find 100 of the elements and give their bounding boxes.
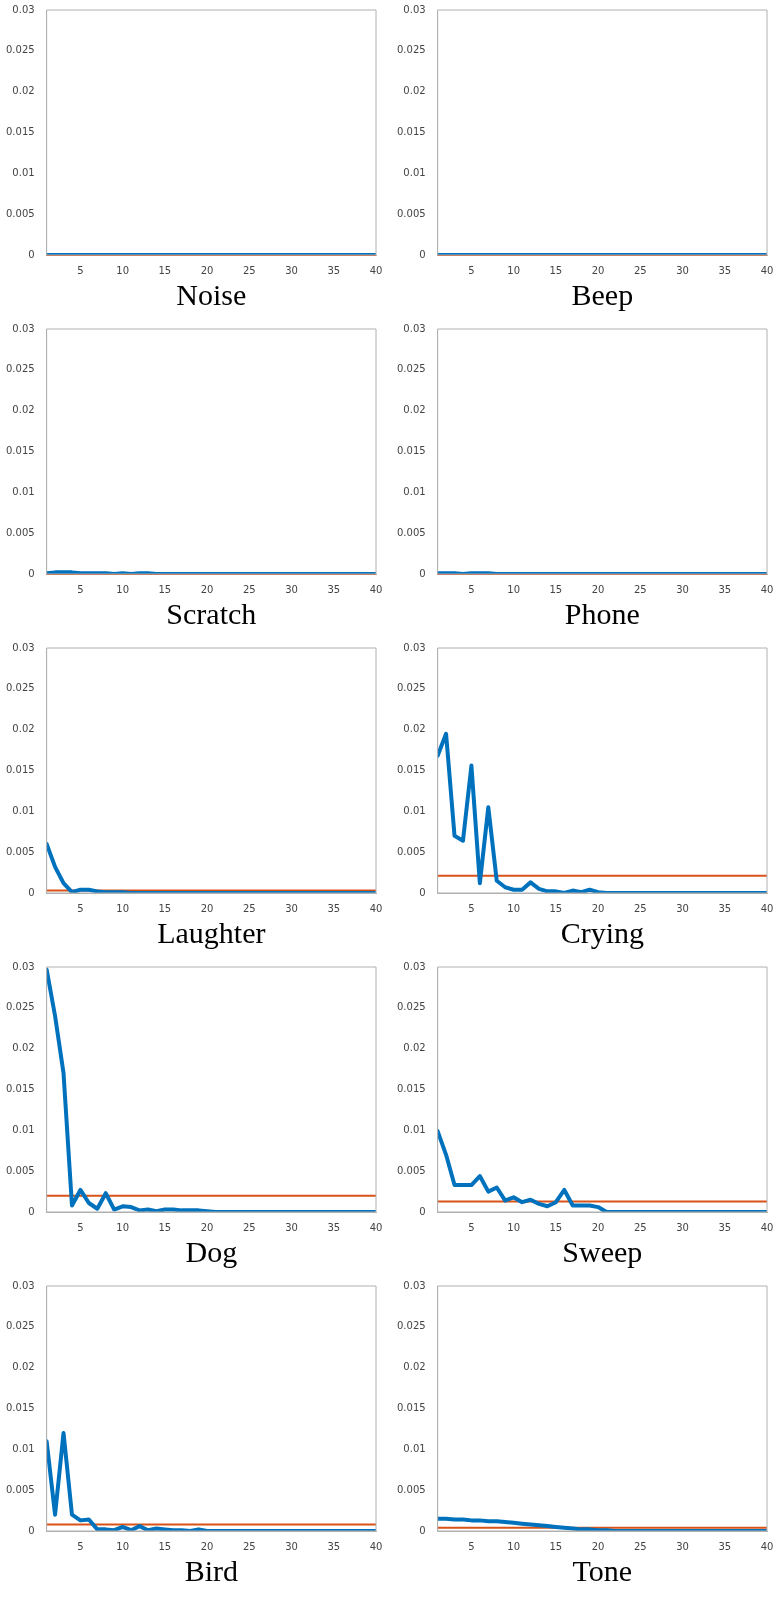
x-tick-label: 10 xyxy=(507,1540,520,1552)
y-tick-label: 0.015 xyxy=(396,126,426,138)
y-tick-label: 0.025 xyxy=(396,44,426,56)
y-tick-label: 0.025 xyxy=(396,1001,426,1013)
y-tick-label: 0.005 xyxy=(396,845,426,857)
y-tick-label: 0 xyxy=(28,1205,35,1217)
x-tick-label: 25 xyxy=(633,583,647,595)
y-tick-label: 0.025 xyxy=(5,1001,35,1013)
x-tick-label: 10 xyxy=(116,583,129,595)
y-tick-label: 0.025 xyxy=(5,1320,35,1332)
x-tick-label: 20 xyxy=(200,1221,214,1233)
x-tick-label: 5 xyxy=(468,264,475,276)
x-axis-title: Beep xyxy=(571,277,634,311)
x-tick-label: 25 xyxy=(242,1221,256,1233)
y-tick-label: 0.005 xyxy=(5,207,35,219)
y-tick-label: 0.03 xyxy=(12,960,35,972)
y-tick-label: 0.025 xyxy=(5,682,35,694)
x-tick-label: 20 xyxy=(200,1540,214,1552)
y-tick-label: 0.01 xyxy=(12,1123,35,1135)
y-tick-label: 0 xyxy=(419,567,426,579)
y-tick-label: 0.02 xyxy=(403,85,426,97)
x-tick-label: 15 xyxy=(158,583,172,595)
y-tick-label: 0.005 xyxy=(5,526,35,538)
x-tick-label: 15 xyxy=(158,264,172,276)
x-tick-label: 20 xyxy=(200,902,214,914)
y-tick-label: 0.02 xyxy=(12,723,35,735)
x-tick-label: 35 xyxy=(718,1540,732,1552)
y-tick-label: 0.005 xyxy=(5,1164,35,1176)
y-tick-label: 0.02 xyxy=(12,1361,35,1373)
y-tick-label: 0.005 xyxy=(5,845,35,857)
x-tick-label: 25 xyxy=(633,902,647,914)
y-tick-label: 0.015 xyxy=(5,445,35,457)
y-tick-label: 0.005 xyxy=(396,207,426,219)
x-axis-title: Noise xyxy=(176,277,247,311)
y-tick-label: 0.005 xyxy=(396,1483,426,1495)
x-tick-label: 30 xyxy=(285,902,298,914)
x-tick-label: 30 xyxy=(676,264,689,276)
y-tick-label: 0.03 xyxy=(403,3,426,15)
x-axis-title: Bird xyxy=(184,1553,238,1587)
y-tick-label: 0.01 xyxy=(12,1442,35,1454)
x-tick-label: 15 xyxy=(549,583,563,595)
y-tick-label: 0.03 xyxy=(403,1279,426,1291)
x-axis-title: Phone xyxy=(564,596,640,630)
x-tick-label: 10 xyxy=(116,902,129,914)
y-tick-label: 0.03 xyxy=(12,1279,35,1291)
x-axis-title: Tone xyxy=(572,1553,633,1587)
y-tick-label: 0.015 xyxy=(5,1083,35,1095)
x-tick-label: 10 xyxy=(507,264,520,276)
x-tick-label: 30 xyxy=(676,583,689,595)
x-tick-label: 15 xyxy=(158,1540,172,1552)
x-tick-label: 25 xyxy=(633,264,647,276)
y-tick-label: 0.01 xyxy=(403,804,426,816)
x-tick-label: 30 xyxy=(285,583,298,595)
x-axis-title: Laughter xyxy=(157,915,266,949)
x-tick-label: 15 xyxy=(549,902,563,914)
x-tick-label: 40 xyxy=(760,902,774,914)
y-tick-label: 0.03 xyxy=(12,641,35,653)
x-tick-label: 10 xyxy=(507,902,520,914)
y-tick-label: 0.01 xyxy=(12,804,35,816)
y-tick-label: 0.005 xyxy=(5,1483,35,1495)
y-tick-label: 0.025 xyxy=(396,682,426,694)
y-tick-label: 0.015 xyxy=(396,764,426,776)
y-tick-label: 0.02 xyxy=(12,85,35,97)
y-tick-label: 0.015 xyxy=(396,1402,426,1414)
x-tick-label: 5 xyxy=(468,902,475,914)
y-tick-label: 0.025 xyxy=(5,44,35,56)
y-tick-label: 0.02 xyxy=(403,723,426,735)
x-tick-label: 20 xyxy=(200,583,214,595)
x-tick-label: 35 xyxy=(327,583,341,595)
x-tick-label: 30 xyxy=(676,1540,689,1552)
x-tick-label: 30 xyxy=(285,1221,298,1233)
x-tick-label: 35 xyxy=(718,902,732,914)
y-tick-label: 0.015 xyxy=(396,445,426,457)
x-tick-label: 5 xyxy=(77,264,84,276)
y-tick-label: 0 xyxy=(419,1205,426,1217)
x-tick-label: 15 xyxy=(549,264,563,276)
x-tick-label: 10 xyxy=(507,583,520,595)
x-tick-label: 25 xyxy=(633,1221,647,1233)
y-tick-label: 0.005 xyxy=(396,526,426,538)
x-tick-label: 25 xyxy=(242,902,256,914)
x-tick-label: 20 xyxy=(200,264,214,276)
x-tick-label: 5 xyxy=(468,583,475,595)
y-tick-label: 0.03 xyxy=(403,641,426,653)
x-tick-label: 10 xyxy=(507,1221,520,1233)
x-tick-label: 20 xyxy=(591,1540,605,1552)
x-tick-label: 35 xyxy=(718,1221,732,1233)
x-tick-label: 5 xyxy=(468,1540,475,1552)
y-tick-label: 0.03 xyxy=(403,322,426,334)
y-tick-label: 0.03 xyxy=(12,3,35,15)
x-tick-label: 25 xyxy=(242,264,256,276)
x-tick-label: 30 xyxy=(285,264,298,276)
y-tick-label: 0.02 xyxy=(12,404,35,416)
y-tick-label: 0.01 xyxy=(12,166,35,178)
x-tick-label: 30 xyxy=(676,1221,689,1233)
x-tick-label: 10 xyxy=(116,1221,129,1233)
x-tick-label: 15 xyxy=(158,902,172,914)
y-tick-label: 0.03 xyxy=(12,322,35,334)
x-tick-label: 35 xyxy=(327,1540,341,1552)
y-tick-label: 0 xyxy=(419,1524,426,1536)
x-tick-label: 5 xyxy=(77,583,84,595)
